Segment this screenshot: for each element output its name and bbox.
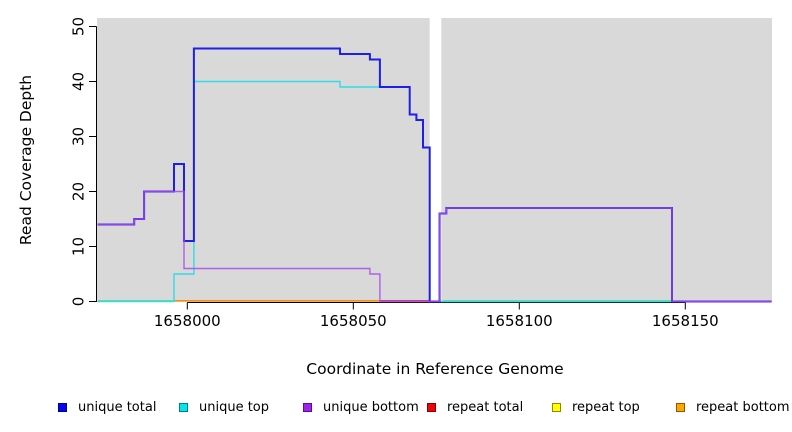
legend-item-repeat-top: repeat top [552, 398, 640, 416]
coverage-gap-band [429, 18, 442, 302]
x-axis-tick-label: 1658100 [486, 312, 553, 330]
legend-item-repeat-total: repeat total [427, 398, 523, 416]
y-axis-tick-label: 30 [69, 127, 87, 146]
legend-swatch-icon [676, 402, 685, 412]
legend-swatch-icon [303, 402, 312, 412]
x-axis-tick-label: 1658000 [154, 312, 221, 330]
y-axis-tick-label: 50 [69, 17, 87, 36]
legend-swatch-icon [427, 402, 436, 412]
y-axis-tick-label: 20 [69, 182, 87, 201]
legend-swatch-icon [179, 402, 188, 412]
coverage-plot-svg: 1658000 1658050 1658100 1658150 0 10 20 30 40 50 C… [17, 17, 772, 378]
legend-label: unique total [78, 399, 157, 415]
x-axis-title: Coordinate in Reference Genome [306, 360, 563, 378]
legend-label: unique top [199, 399, 270, 415]
legend-item-repeat-bottom: repeat bottom [676, 398, 790, 416]
y-axis-tick-label: 0 [69, 297, 87, 307]
legend-item-unique-bottom: unique bottom [303, 398, 419, 416]
legend: unique total unique top unique bottom repea… [0, 398, 792, 420]
y-axis-tick-label: 40 [69, 72, 87, 91]
legend-label: repeat top [572, 399, 640, 415]
legend-label: unique bottom [323, 399, 419, 415]
legend-swatch-icon [552, 402, 561, 412]
legend-item-unique-total: unique total [58, 398, 156, 416]
y-axis-title: Read Coverage Depth [17, 75, 35, 245]
series-unique-bottom [97, 190, 772, 303]
x-axis-tick-label: 1658150 [652, 312, 719, 330]
legend-label: repeat bottom [696, 399, 790, 415]
legend-item-unique-top: unique top [179, 398, 269, 416]
legend-label: repeat total [447, 399, 524, 415]
legend-swatch-icon [58, 402, 67, 412]
x-axis-tick-label: 1658050 [320, 312, 387, 330]
y-axis-tick-label: 10 [69, 237, 87, 256]
